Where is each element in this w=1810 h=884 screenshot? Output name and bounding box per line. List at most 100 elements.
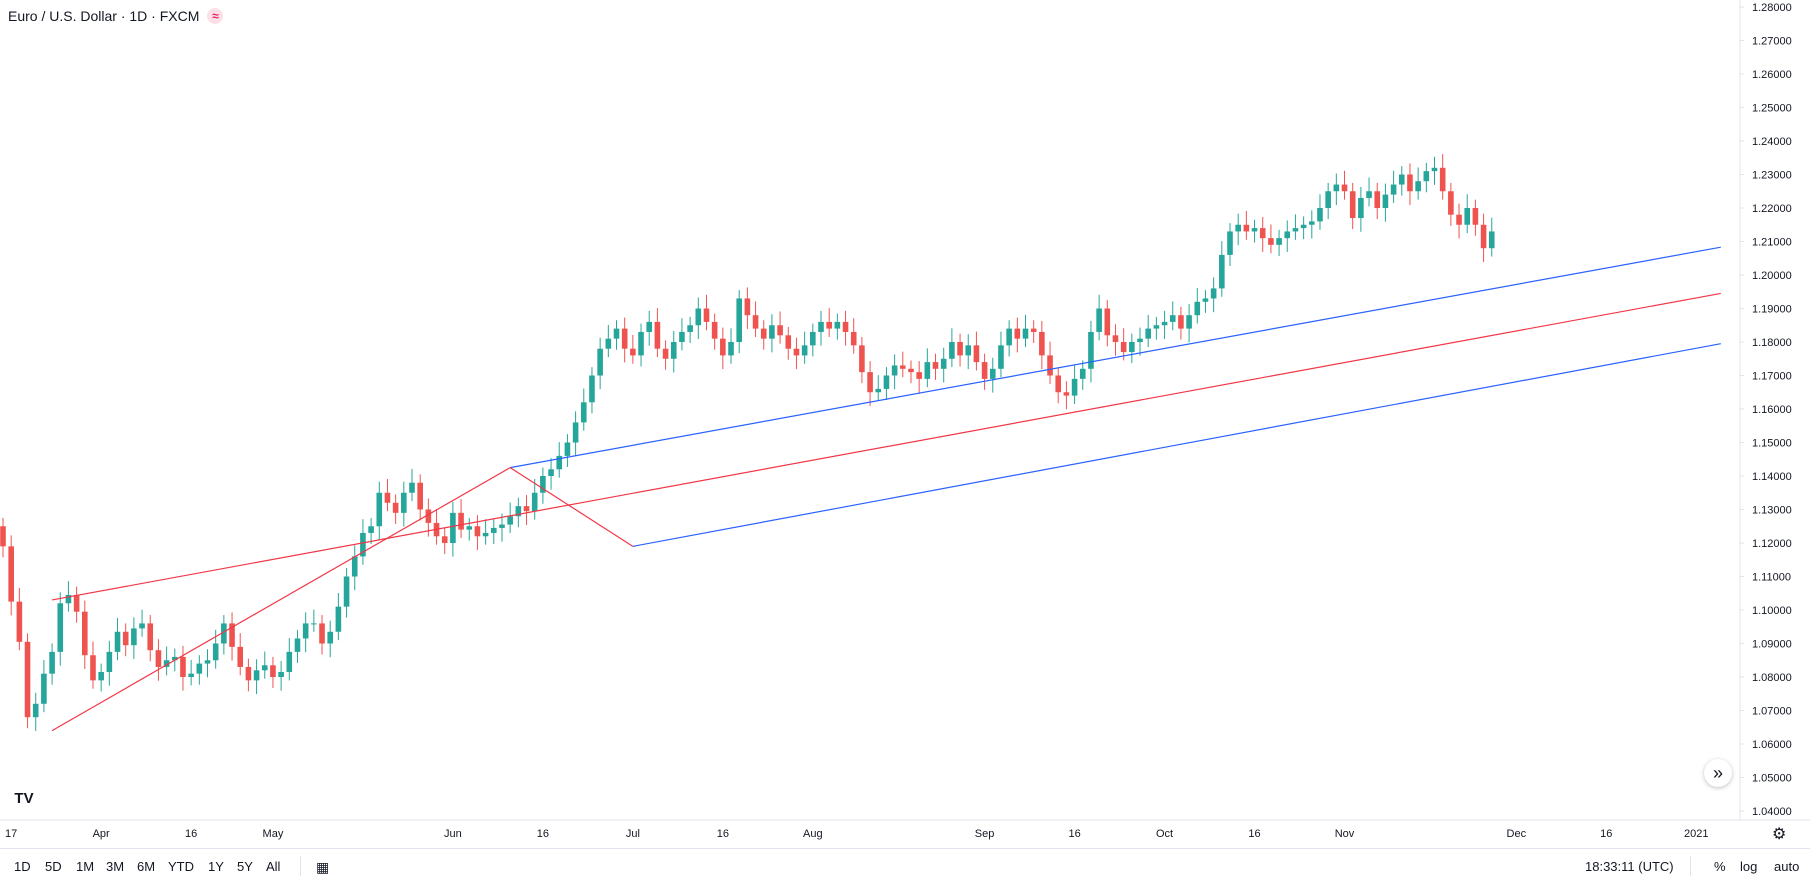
candle-body	[981, 362, 988, 379]
range-button-ytd[interactable]: YTD	[168, 859, 194, 874]
candle-body	[1341, 184, 1348, 192]
tradingview-logo-icon[interactable]: TV	[14, 789, 34, 807]
candle-body	[73, 594, 80, 612]
candle-body	[1202, 298, 1209, 302]
range-button-1m[interactable]: 1M	[76, 859, 95, 874]
candles-group	[0, 154, 1495, 731]
candle-body	[139, 623, 145, 629]
candle-body	[311, 623, 317, 625]
candle-body	[556, 455, 563, 470]
candle-body	[1284, 231, 1291, 239]
candle-body	[122, 631, 129, 646]
x-tick-label: 17	[5, 828, 17, 840]
candle-body	[1456, 214, 1462, 225]
candle-body	[728, 342, 734, 356]
candle-body	[957, 342, 963, 356]
y-tick-label: 1.26000	[1752, 69, 1792, 81]
candle-body	[212, 643, 219, 661]
percent-toggle[interactable]: %	[1714, 859, 1726, 874]
candle-body	[1169, 315, 1176, 322]
candle-body	[1325, 191, 1331, 208]
candle-body	[760, 328, 767, 339]
market-status-icon[interactable]: ≈	[207, 8, 224, 24]
range-button-1y[interactable]: 1Y	[208, 859, 224, 874]
candle-body	[867, 372, 873, 393]
candle-body	[703, 308, 710, 322]
bottom-toolbar: 1D 5D 1M 3M 6M YTD 1Y 5Y All ▦ 18:33:11 …	[0, 848, 1810, 884]
candle-body	[278, 671, 284, 677]
range-button-all[interactable]: All	[266, 859, 281, 874]
candle-body	[1194, 301, 1201, 316]
candle-body	[924, 362, 931, 379]
y-tick-label: 1.22000	[1752, 203, 1792, 215]
range-button-5d[interactable]: 5D	[45, 859, 62, 874]
candle-body	[466, 526, 473, 530]
utc-clock[interactable]: 18:33:11 (UTC)	[1585, 859, 1674, 874]
candle-body	[711, 321, 718, 339]
candle-body	[548, 469, 554, 476]
candle-body	[196, 663, 203, 674]
x-tick-label: Nov	[1335, 828, 1355, 840]
candle-body	[1480, 224, 1487, 249]
y-tick-label: 1.16000	[1752, 404, 1792, 416]
log-toggle[interactable]: log	[1740, 859, 1758, 874]
candle-body	[221, 623, 227, 644]
candle-body	[482, 532, 489, 537]
candle-body	[1055, 375, 1062, 393]
candle-body	[90, 655, 96, 681]
auto-toggle[interactable]: auto	[1774, 859, 1800, 874]
candle-body	[793, 348, 800, 356]
candle-body	[826, 321, 832, 329]
candle-body	[155, 650, 162, 667]
candle-body	[687, 325, 693, 332]
range-button-3m[interactable]: 3M	[106, 859, 125, 874]
candle-body	[376, 492, 383, 527]
candle-body	[507, 516, 513, 525]
candle-body	[0, 526, 6, 547]
candle-body	[1423, 171, 1430, 182]
x-tick-label: 16	[717, 828, 729, 840]
range-button-5y[interactable]: 5Y	[237, 859, 253, 874]
toolbar-divider	[300, 856, 301, 876]
candle-body	[850, 331, 857, 346]
candle-body	[1137, 338, 1143, 342]
range-button-1d[interactable]: 1D	[14, 859, 31, 874]
candle-body	[474, 526, 481, 537]
candle-body	[41, 673, 47, 704]
candle-body	[319, 623, 325, 644]
candle-body	[613, 328, 620, 339]
y-tick-label: 1.18000	[1752, 337, 1792, 349]
calendar-icon[interactable]: ▦	[316, 859, 330, 875]
candle-body	[1219, 254, 1225, 289]
candle-body	[1407, 174, 1413, 192]
candle-body	[1006, 328, 1012, 346]
candle-body	[695, 308, 702, 326]
candle-body	[1186, 315, 1192, 329]
range-button-6m[interactable]: 6M	[137, 859, 156, 874]
y-tick-label: 1.15000	[1752, 438, 1792, 450]
candle-body	[368, 526, 374, 533]
candle-body	[1210, 288, 1217, 299]
x-tick-label: Dec	[1507, 828, 1527, 840]
candle-body	[450, 512, 456, 543]
candle-body	[8, 546, 14, 602]
gear-icon[interactable]: ⚙	[1772, 826, 1787, 843]
x-tick-label: 16	[1600, 828, 1612, 840]
candle-body	[662, 348, 669, 359]
scroll-to-realtime-icon[interactable]: »	[1704, 759, 1732, 787]
candle-body	[384, 492, 391, 503]
candle-body	[932, 362, 939, 369]
candle-body	[670, 342, 677, 359]
candle-body	[147, 623, 154, 651]
candle-body	[736, 298, 742, 342]
candle-body	[1063, 392, 1070, 396]
candle-body	[171, 656, 178, 661]
candle-body	[1472, 208, 1479, 225]
candle-body	[32, 703, 39, 718]
candle-body	[1300, 224, 1307, 229]
candle-body	[630, 348, 636, 356]
candle-body	[1096, 308, 1102, 332]
candle-body	[810, 331, 816, 346]
x-tick-label: Jul	[626, 828, 640, 840]
